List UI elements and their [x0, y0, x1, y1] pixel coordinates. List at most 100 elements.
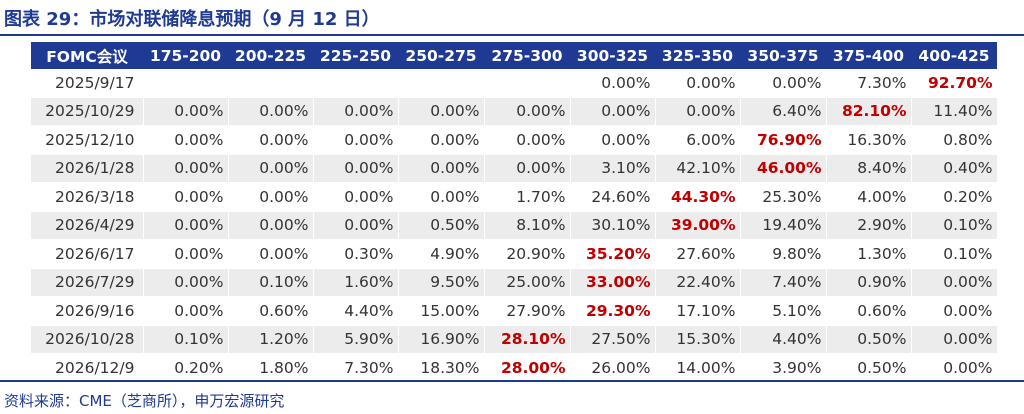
column-header-rate-range: 325-350	[655, 42, 740, 69]
probability-cell: 1.60%	[313, 268, 399, 297]
column-header-rate-range: 375-400	[826, 42, 911, 69]
probability-cell: 5.90%	[313, 325, 399, 354]
meeting-date-cell: 2026/3/18	[31, 182, 144, 212]
probability-cell: 0.00%	[143, 268, 229, 297]
column-header-meeting: FOMC会议	[31, 42, 143, 69]
table-row: 2026/12/9 0.20% 1.80% 7.30% 18.30% 28.00% 26.0…	[31, 353, 998, 383]
probability-cell: 0.00%	[313, 97, 399, 126]
probability-cell: 1.70%	[484, 182, 571, 212]
max-probability-cell: 28.00%	[484, 353, 571, 383]
column-header-rate-range: 350-375	[740, 42, 826, 69]
probability-cell: 1.80%	[228, 353, 314, 383]
probability-cell: 1.30%	[826, 239, 912, 269]
max-probability-cell: 92.70%	[911, 69, 998, 98]
probability-cell: 0.00%	[228, 211, 314, 240]
meeting-date-cell: 2025/9/17	[31, 69, 144, 98]
table-row: 2025/10/29 0.00% 0.00% 0.00% 0.00% 0.00% 0.00%…	[31, 97, 998, 126]
probability-cell: 27.60%	[655, 239, 741, 269]
probability-cell	[143, 69, 229, 98]
probability-cell: 2.90%	[826, 211, 912, 240]
probability-cell: 0.00%	[143, 182, 229, 212]
probability-cell: 16.30%	[826, 125, 912, 155]
probability-cell: 0.50%	[826, 325, 912, 354]
probability-cell: 3.10%	[570, 154, 656, 183]
probability-cell: 6.00%	[655, 125, 741, 155]
probability-cell: 27.90%	[484, 296, 571, 326]
max-probability-cell: 39.00%	[655, 211, 741, 240]
probability-cell: 0.90%	[826, 268, 912, 297]
table-row: 2025/9/17 0.00% 0.00% 0.00% 7.30% 92.70%	[31, 69, 998, 98]
page-title: 图表 29：市场对联储降息预期（9 月 12 日）	[4, 9, 380, 30]
probability-cell: 0.10%	[228, 268, 314, 297]
probability-cell: 4.40%	[313, 296, 399, 326]
probability-cell: 8.10%	[484, 211, 571, 240]
column-header-rate-range: 250-275	[398, 42, 484, 69]
probability-cell: 42.10%	[655, 154, 741, 183]
meeting-date-cell: 2026/9/16	[31, 296, 144, 326]
probability-cell: 0.00%	[911, 353, 998, 383]
probability-cell: 22.40%	[655, 268, 741, 297]
probability-cell: 25.30%	[740, 182, 827, 212]
max-probability-cell: 44.30%	[655, 182, 741, 212]
table-row: 2026/3/18 0.00% 0.00% 0.00% 0.00% 1.70% 24.60%…	[31, 182, 998, 212]
max-probability-cell: 28.10%	[484, 325, 571, 354]
table-header-row: FOMC会议 175-200 200-225 225-250 250-275 275-30…	[31, 42, 997, 69]
probability-cell: 27.50%	[570, 325, 656, 354]
max-probability-cell: 82.10%	[826, 97, 912, 126]
max-probability-cell: 76.90%	[740, 125, 827, 155]
meeting-date-cell: 2025/12/10	[31, 125, 144, 155]
probability-cell: 0.00%	[655, 69, 741, 98]
table-row: 2025/12/10 0.00% 0.00% 0.00% 0.00% 0.00% 0.00%…	[31, 125, 998, 155]
probability-cell: 19.40%	[740, 211, 827, 240]
probability-cell: 4.00%	[826, 182, 912, 212]
probability-cell: 1.20%	[228, 325, 314, 354]
column-header-rate-range: 300-325	[570, 42, 655, 69]
table-row: 2026/10/28 0.10% 1.20% 5.90% 16.90% 28.10% 27.…	[31, 325, 998, 354]
probability-cell: 0.00%	[143, 97, 229, 126]
max-probability-cell: 29.30%	[570, 296, 656, 326]
source-note: 资料来源：CME（芝商所），申万宏源研究	[4, 392, 285, 410]
probability-cell: 17.10%	[655, 296, 741, 326]
probability-cell: 0.00%	[398, 97, 485, 126]
probability-cell: 0.00%	[398, 182, 485, 212]
probability-cell: 0.00%	[228, 97, 314, 126]
probability-cell	[313, 69, 399, 98]
probability-cell: 0.80%	[911, 125, 998, 155]
probability-cell: 18.30%	[398, 353, 485, 383]
probability-cell	[398, 69, 485, 98]
meeting-date-cell: 2026/4/29	[31, 211, 144, 240]
probability-cell: 15.00%	[398, 296, 485, 326]
probability-cell: 0.30%	[313, 239, 399, 269]
probability-cell: 0.20%	[143, 353, 229, 383]
probability-cell: 0.00%	[484, 154, 571, 183]
table-row: 2026/6/17 0.00% 0.00% 0.30% 4.90% 20.90% 35.20…	[31, 239, 998, 269]
probability-cell: 0.00%	[313, 211, 399, 240]
probability-cell: 8.40%	[826, 154, 912, 183]
probability-cell: 0.00%	[911, 296, 998, 326]
probability-cell: 0.00%	[911, 268, 998, 297]
probability-cell: 30.10%	[570, 211, 656, 240]
probability-cell: 0.00%	[398, 125, 485, 155]
max-probability-cell: 33.00%	[570, 268, 656, 297]
probability-cell: 0.40%	[911, 154, 998, 183]
bottom-divider	[0, 380, 1024, 382]
column-header-rate-range: 200-225	[228, 42, 313, 69]
probability-cell: 6.40%	[740, 97, 827, 126]
meeting-date-cell: 2026/1/28	[31, 154, 144, 183]
probability-cell: 16.90%	[398, 325, 485, 354]
probability-cell: 0.00%	[228, 182, 314, 212]
probability-cell: 0.00%	[313, 154, 399, 183]
probability-cell: 7.40%	[740, 268, 827, 297]
probability-cell: 0.00%	[228, 154, 314, 183]
probability-cell: 0.20%	[911, 182, 998, 212]
probability-cell: 0.00%	[143, 239, 229, 269]
probability-cell: 0.00%	[313, 182, 399, 212]
probability-cell	[228, 69, 314, 98]
title-bar: 图表 29：市场对联储降息预期（9 月 12 日）	[0, 0, 1024, 36]
table-row: 2026/1/28 0.00% 0.00% 0.00% 0.00% 0.00% 3.10% 4…	[31, 154, 998, 183]
probability-cell: 26.00%	[570, 353, 656, 383]
probability-cell: 0.00%	[143, 296, 229, 326]
probability-cell: 3.90%	[740, 353, 827, 383]
probability-cell: 0.00%	[570, 97, 656, 126]
probability-cell: 0.10%	[911, 239, 998, 269]
